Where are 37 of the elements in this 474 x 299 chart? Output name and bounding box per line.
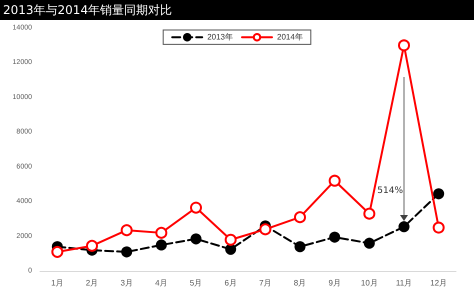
- point: [225, 244, 236, 255]
- point: [432, 222, 445, 234]
- x-tick-label: 8月: [294, 278, 306, 288]
- point: [433, 188, 444, 200]
- x-tick-label: 10月: [360, 278, 378, 288]
- point: [190, 202, 202, 214]
- point: [363, 208, 376, 220]
- point: [398, 39, 410, 52]
- annotation: 514%: [377, 184, 403, 197]
- chart-title: 2013年与2014年销量同期对比: [0, 0, 474, 20]
- point: [190, 233, 202, 244]
- legend-label: 2013年: [207, 32, 233, 42]
- point: [259, 223, 272, 236]
- point: [224, 234, 237, 246]
- x-tick-label: 9月: [328, 278, 341, 288]
- x-tick-label: 11月: [396, 278, 412, 288]
- x-tick-label: 2月: [86, 278, 98, 288]
- point: [329, 232, 340, 243]
- point: [86, 240, 98, 252]
- point: [120, 224, 133, 236]
- x-tick-label: 7月: [259, 278, 272, 288]
- point: [156, 239, 167, 250]
- point: [121, 246, 132, 258]
- point: [364, 238, 375, 249]
- x-tick-label: 4月: [155, 278, 168, 288]
- point: [294, 211, 306, 224]
- legend-label: 2014年: [277, 32, 303, 42]
- x-tick-label: 6月: [224, 278, 237, 288]
- point: [328, 174, 341, 187]
- x-tick-label: 3月: [120, 278, 133, 288]
- point: [398, 221, 410, 232]
- point: [294, 241, 306, 252]
- x-tick-label: 1月: [51, 278, 64, 288]
- x-tick-label: 12月: [430, 278, 448, 288]
- x-tick-label: 5月: [190, 278, 202, 288]
- point: [155, 226, 168, 239]
- point: [51, 246, 64, 258]
